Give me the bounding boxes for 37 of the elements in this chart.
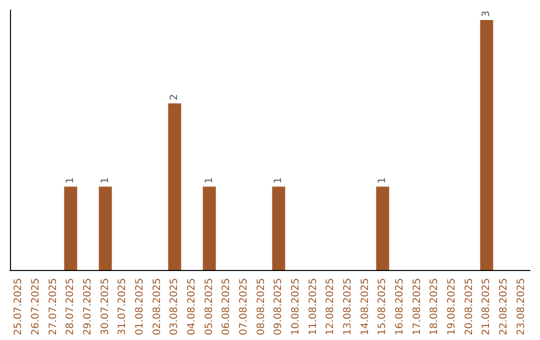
x-tick-label: 22.08.2025 <box>498 278 510 336</box>
x-tick-label: 06.08.2025 <box>221 278 232 336</box>
x-tick-label: 12.08.2025 <box>325 278 336 336</box>
x-tick-label: 23.08.2025 <box>516 278 527 336</box>
x-tick-label: 09.08.2025 <box>273 278 284 336</box>
x-tick-label: 15.08.2025 <box>377 278 388 336</box>
x-tick-label: 17.08.2025 <box>412 278 423 336</box>
x-tick-label: 26.07.2025 <box>30 278 42 336</box>
x-tick-label: 14.08.2025 <box>360 278 371 336</box>
x-tick-label: 13.08.2025 <box>342 278 354 336</box>
x-tick-label: 16.08.2025 <box>394 278 406 336</box>
x-tick-label: 31.07.2025 <box>117 278 128 336</box>
x-tick-label: 19.08.2025 <box>446 278 458 336</box>
x-tick-label: 04.08.2025 <box>186 278 198 336</box>
x-tick-label: 03.08.2025 <box>169 278 180 336</box>
x-tick-label: 20.08.2025 <box>464 278 475 336</box>
x-tick-label: 10.08.2025 <box>290 278 302 336</box>
data-label: 3 <box>481 10 492 17</box>
data-label: 1 <box>204 177 215 184</box>
data-label: 2 <box>169 94 180 100</box>
x-tick-label: 07.08.2025 <box>238 278 250 336</box>
x-tick-label: 01.08.2025 <box>134 278 146 336</box>
x-tick-label: 05.08.2025 <box>204 278 215 336</box>
data-label: 1 <box>377 177 388 184</box>
data-label: 1 <box>65 177 76 184</box>
x-tick-label: 28.07.2025 <box>65 278 76 336</box>
data-label: 1 <box>273 177 284 184</box>
x-tick-label: 30.07.2025 <box>100 278 111 336</box>
x-tick-label: 25.07.2025 <box>13 278 24 336</box>
x-tick-label: 29.07.2025 <box>82 278 94 336</box>
x-tick-label: 08.08.2025 <box>256 278 267 336</box>
x-tick-label: 27.07.2025 <box>48 278 59 336</box>
x-tick-label: 11.08.2025 <box>308 278 319 336</box>
data-label: 1 <box>100 177 111 184</box>
x-tick-label: 21.08.2025 <box>481 278 492 336</box>
x-tick-label: 18.08.2025 <box>429 278 440 336</box>
x-tick-label: 02.08.2025 <box>152 278 163 336</box>
